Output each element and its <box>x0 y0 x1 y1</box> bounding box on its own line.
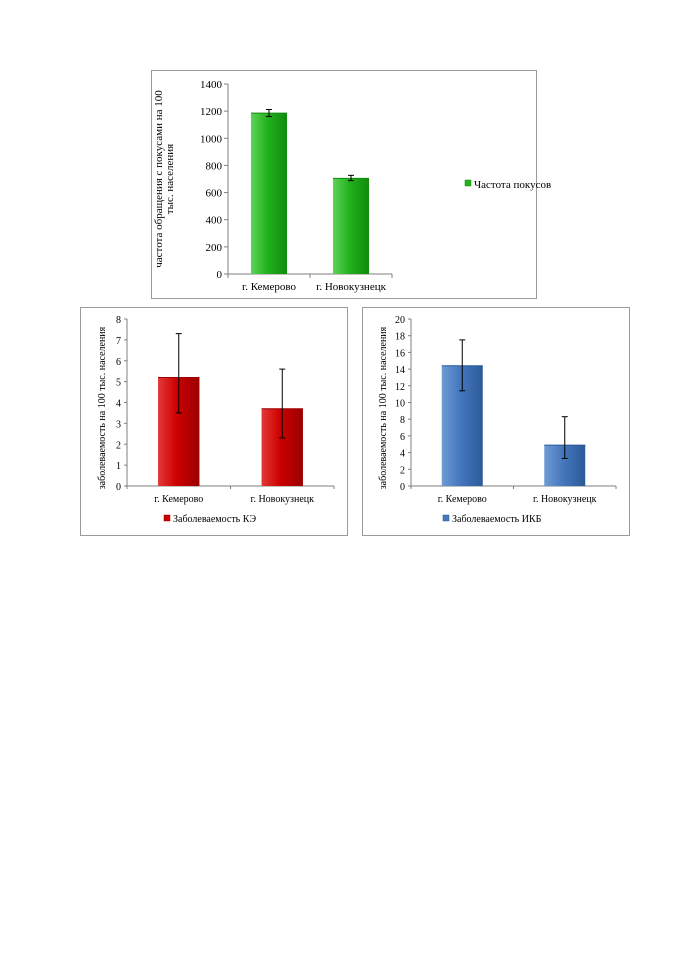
chart-panel-bite-frequency: 0 200 400 600 800 1000 1200 1400 г. Кемерово г. Н… <box>151 70 551 299</box>
legend-swatch <box>464 179 472 187</box>
chart-borreliosis: 0 2 4 6 8 10 12 14 16 18 20 г. Кемерово г. Новокузне… <box>378 315 617 525</box>
y-tick-label: 3 <box>116 419 121 430</box>
y-tick-label: 14 <box>395 365 405 376</box>
y-axis-title: заболеваемость на 100 тыс. населения <box>97 326 108 489</box>
chart-panel-borreliosis: 0 2 4 6 8 10 12 14 16 18 20 г. Кемерово г. Новокузне… <box>362 307 630 536</box>
x-category-label: г. Кемерово <box>242 281 297 293</box>
y-axis-title: тыс. населения <box>164 144 176 214</box>
chart-panel-tick-encephalitis: 0 1 2 3 4 5 6 7 8 г. Кемерово г. Новокузнецк заболе… <box>80 307 348 536</box>
y-tick-label: 1400 <box>200 79 223 91</box>
y-tick-label: 7 <box>116 336 121 347</box>
bar <box>250 113 288 274</box>
y-tick-label: 2 <box>116 440 121 451</box>
y-tick-label: 18 <box>395 332 405 343</box>
chart-bite-frequency: 0 200 400 600 800 1000 1200 1400 г. Кемерово г. Н… <box>153 79 551 293</box>
y-tick-label: 2 <box>400 465 405 476</box>
legend-swatch <box>163 514 171 522</box>
y-tick-label: 1200 <box>200 106 223 118</box>
y-tick-label: 600 <box>206 188 223 200</box>
legend-swatch <box>442 514 450 522</box>
y-tick-label: 5 <box>116 378 121 389</box>
legend-label: Заболеваемость ИКБ <box>452 514 542 525</box>
y-tick-label: 6 <box>116 357 121 368</box>
y-tick-label: 200 <box>206 242 223 254</box>
y-tick-label: 0 <box>116 482 121 493</box>
bar <box>332 178 370 274</box>
y-tick-label: 16 <box>395 348 405 359</box>
y-tick-label: 10 <box>395 399 405 410</box>
x-category-label: г. Новокузнецк <box>250 494 314 505</box>
legend-label: Частота покусов <box>474 179 551 191</box>
chart-tick-encephalitis: 0 1 2 3 4 5 6 7 8 г. Кемерово г. Новокузнецк заболе… <box>97 315 335 525</box>
y-tick-label: 12 <box>395 382 405 393</box>
y-tick-label: 4 <box>400 449 405 460</box>
x-category-label: г. Кемерово <box>154 494 203 505</box>
y-tick-label: 800 <box>206 160 223 172</box>
y-tick-label: 8 <box>400 415 405 426</box>
y-tick-label: 6 <box>400 432 405 443</box>
y-axis-title: частота обращения с покусами на 100 <box>153 90 165 268</box>
y-tick-label: 1000 <box>200 133 223 145</box>
y-tick-label: 20 <box>395 315 405 326</box>
x-category-label: г. Новокузнецк <box>533 494 597 505</box>
y-tick-label: 0 <box>400 482 405 493</box>
y-tick-label: 400 <box>206 215 223 227</box>
y-tick-label: 0 <box>217 269 223 281</box>
y-tick-label: 4 <box>116 399 121 410</box>
y-tick-label: 1 <box>116 461 121 472</box>
x-category-label: г. Кемерово <box>438 494 487 505</box>
legend-label: Заболеваемость КЭ <box>173 514 257 525</box>
x-category-label: г. Новокузнецк <box>316 281 387 293</box>
y-tick-label: 8 <box>116 315 121 326</box>
y-axis-title: заболеваемость на 100 тыс. населения <box>378 326 389 489</box>
